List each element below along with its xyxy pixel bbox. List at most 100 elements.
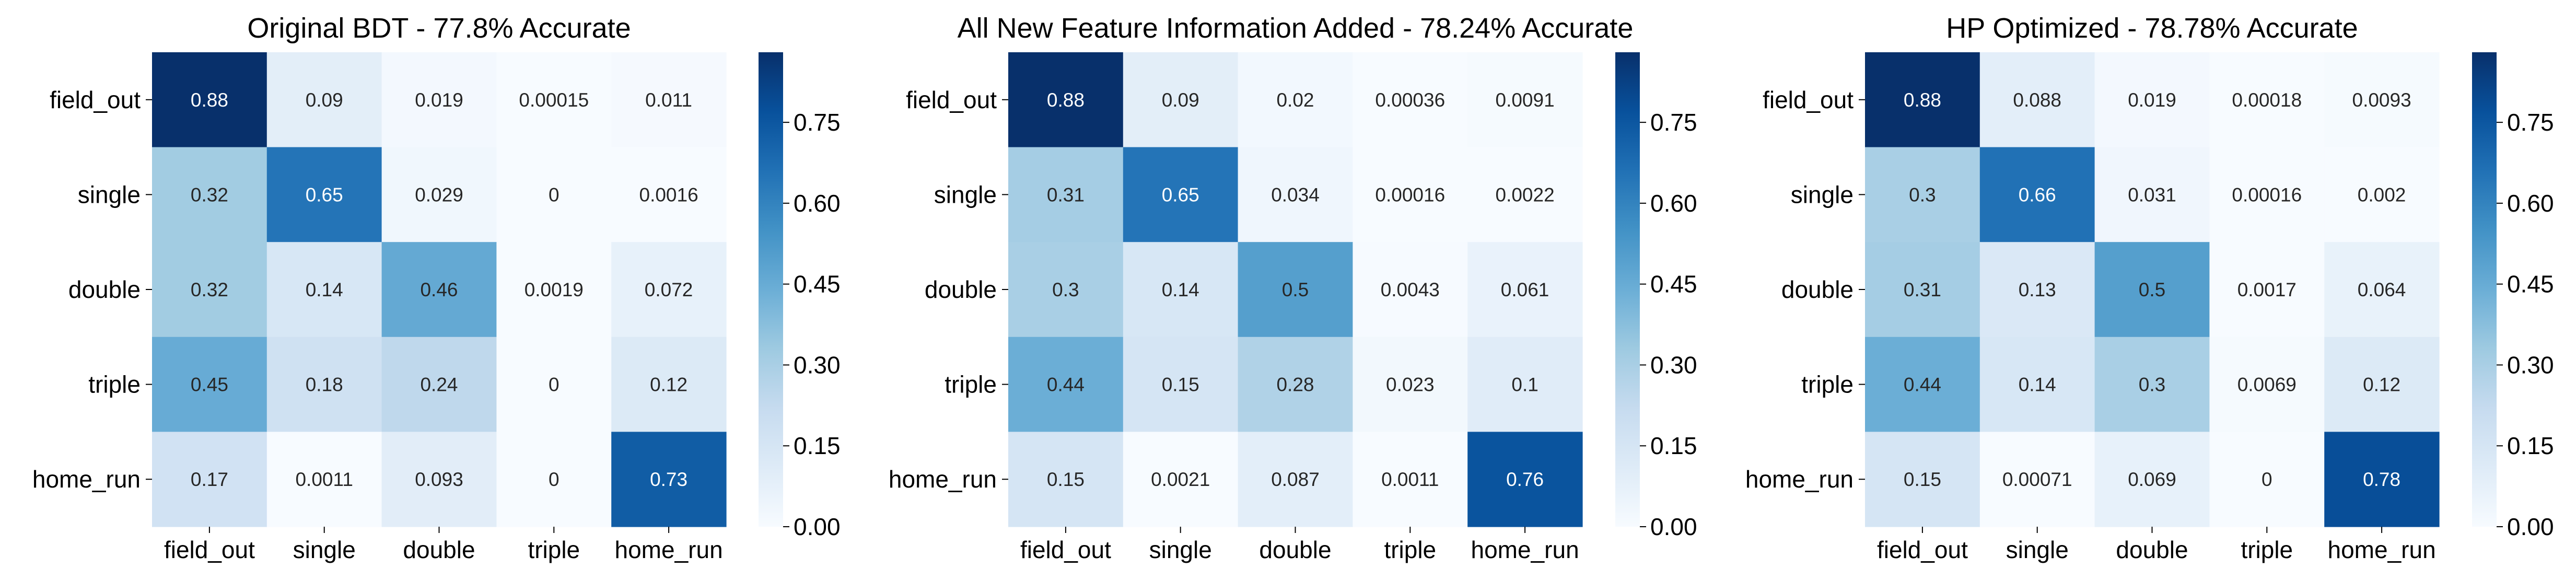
- heatmap-cell: [152, 242, 267, 338]
- heatmap-cell: [2094, 52, 2210, 148]
- heatmap-cell: [266, 147, 382, 242]
- heatmap-cell: [381, 147, 497, 242]
- colorbar-tick-label: 0.30: [2507, 351, 2554, 378]
- y-tick-label: field_out: [906, 86, 997, 113]
- heatmap-cell: [496, 242, 612, 338]
- cell-value-label: 0.0021: [1151, 469, 1210, 490]
- cell-value-label: 0.3: [2139, 374, 2165, 396]
- colorbar-tick-label: 0.60: [2507, 190, 2554, 217]
- colorbar-tick-label: 0.45: [2507, 271, 2554, 298]
- heatmap-cell: [1008, 432, 1124, 527]
- heatmap-cell: [496, 52, 612, 148]
- cell-value-label: 0.0091: [1496, 89, 1555, 111]
- cell-value-label: 0.32: [191, 184, 228, 205]
- y-tick-label: single: [1791, 181, 1854, 208]
- cell-value-label: 0.65: [1162, 184, 1199, 205]
- cell-value-label: 0.15: [1162, 374, 1199, 396]
- cell-value-label: 0.019: [415, 89, 463, 111]
- x-tick-label: home_run: [1471, 536, 1579, 563]
- cell-value-label: 0.002: [2358, 184, 2406, 205]
- cell-value-label: 0.15: [1047, 469, 1085, 490]
- y-tick-label: triple: [1801, 371, 1854, 398]
- colorbar-tick-label: 0.00: [1650, 513, 1697, 540]
- heatmap-cell: [1865, 242, 1980, 338]
- heatmap-cell: [1865, 337, 1980, 432]
- chart-title: HP Optimized - 78.78% Accurate: [1946, 13, 2358, 44]
- heatmap-cell: [611, 52, 727, 148]
- cell-value-label: 0.0069: [2237, 374, 2297, 396]
- heatmap-cell: [496, 147, 612, 242]
- y-tick-label: triple: [945, 371, 997, 398]
- heatmap-cell: [1353, 242, 1468, 338]
- cell-value-label: 0.061: [1501, 279, 1549, 300]
- cell-value-label: 0.09: [306, 89, 343, 111]
- cell-value-label: 0.088: [2013, 89, 2061, 111]
- cell-value-label: 0.0011: [295, 469, 353, 490]
- cell-value-label: 0.00071: [2002, 469, 2072, 490]
- heatmap-cell: [1123, 242, 1239, 338]
- heatmap-cell: [496, 432, 612, 527]
- cell-value-label: 0.12: [650, 374, 687, 396]
- cell-value-label: 0.1: [1511, 374, 1538, 396]
- heatmap-cell: [2094, 337, 2210, 432]
- y-tick-label: field_out: [50, 86, 141, 113]
- cell-value-label: 0.0019: [524, 279, 584, 300]
- heatmap-cell: [2094, 147, 2210, 242]
- colorbar-tick-label: 0.15: [794, 432, 841, 459]
- colorbar-tick-label: 0.45: [1650, 271, 1697, 298]
- cell-value-label: 0.093: [415, 469, 463, 490]
- heatmap-cell: [2324, 242, 2440, 338]
- cell-value-label: 0.064: [2358, 279, 2406, 300]
- cell-value-label: 0.0011: [1381, 469, 1439, 490]
- colorbar-tick-label: 0.00: [2507, 513, 2554, 540]
- cell-value-label: 0.072: [645, 279, 693, 300]
- colorbar: [759, 52, 783, 527]
- cell-value-label: 0.45: [191, 374, 228, 396]
- heatmap-cell: [1123, 147, 1239, 242]
- cell-value-label: 0.087: [1271, 469, 1320, 490]
- cell-value-label: 0.00036: [1375, 89, 1445, 111]
- heatmap-cell: [1467, 52, 1583, 148]
- cell-value-label: 0.44: [1904, 374, 1941, 396]
- colorbar-tick-label: 0.75: [2507, 109, 2554, 136]
- cell-value-label: 0.24: [420, 374, 458, 396]
- heatmap-cell: [1238, 147, 1353, 242]
- cell-value-label: 0.88: [1904, 89, 1941, 111]
- heatmap-cell: [1467, 337, 1583, 432]
- colorbar-tick-label: 0.60: [794, 190, 841, 217]
- heatmap-cell: [1353, 52, 1468, 148]
- cell-value-label: 0.17: [191, 469, 228, 490]
- cell-value-label: 0.46: [420, 279, 458, 300]
- x-tick-label: triple: [528, 536, 580, 563]
- chart-title: All New Feature Information Added - 78.2…: [958, 13, 1634, 44]
- cell-value-label: 0.0022: [1496, 184, 1555, 205]
- heatmap-cell: [611, 432, 727, 527]
- x-tick-label: field_out: [1020, 536, 1111, 563]
- heatmap-cell: [611, 337, 727, 432]
- heatmap-cell: [266, 337, 382, 432]
- y-tick-label: triple: [88, 371, 141, 398]
- colorbar: [2472, 52, 2497, 527]
- x-tick-label: single: [1149, 536, 1212, 563]
- x-tick-label: double: [2116, 536, 2188, 563]
- heatmap-cell: [2094, 432, 2210, 527]
- cell-value-label: 0: [549, 184, 560, 205]
- colorbar-tick-label: 0.45: [794, 271, 841, 298]
- y-tick-label: single: [78, 181, 141, 208]
- heatmap-cell: [1467, 432, 1583, 527]
- heatmap-cell: [1353, 147, 1468, 242]
- heatmap-cell: [2209, 52, 2325, 148]
- heatmap-cell: [1353, 337, 1468, 432]
- heatmap-cell: [1979, 147, 2095, 242]
- cell-value-label: 0.15: [1904, 469, 1941, 490]
- heatmap-cell: [1865, 432, 1980, 527]
- heatmap-cell: [266, 52, 382, 148]
- heatmap-cell: [2209, 432, 2325, 527]
- y-tick-label: field_out: [1763, 86, 1854, 113]
- x-tick-label: double: [403, 536, 475, 563]
- heatmap-cell: [1008, 242, 1124, 338]
- heatmap-cell: [1979, 242, 2095, 338]
- chart-title: Original BDT - 77.8% Accurate: [247, 13, 631, 44]
- heatmap-cell: [381, 432, 497, 527]
